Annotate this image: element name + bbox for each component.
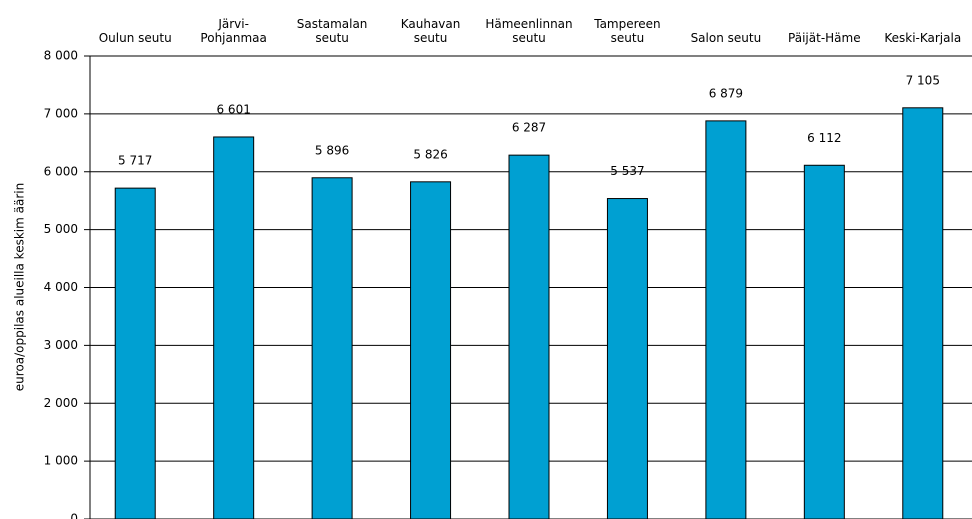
bar	[213, 136, 255, 519]
y-axis-label: euroa/oppilas alueilla keskim äärin	[13, 183, 27, 391]
bar	[705, 120, 747, 519]
value-label: 6 879	[709, 86, 743, 100]
category-label: Järvi- Pohjanmaa	[200, 17, 267, 45]
category-label: Sastamalan seutu	[296, 17, 368, 45]
category-label: Päijät-Häme	[788, 31, 861, 45]
value-label: 5 896	[315, 143, 349, 157]
category-label: Tampereen seutu	[594, 17, 661, 45]
value-label: 5 537	[610, 164, 644, 178]
y-tick-label: 7 000	[44, 106, 78, 120]
y-tick-label: 4 000	[44, 280, 78, 294]
bar	[508, 154, 550, 519]
category-label: Oulun seutu	[98, 31, 172, 45]
value-label: 5 826	[413, 147, 447, 161]
bar	[311, 177, 353, 519]
category-label: Salon seutu	[690, 31, 762, 45]
y-tick-label: 2 000	[44, 396, 78, 410]
bar	[803, 164, 845, 519]
y-tick-label: 8 000	[44, 49, 78, 63]
y-tick-label: 5 000	[44, 222, 78, 236]
y-tick-label: 3 000	[44, 338, 78, 352]
bar	[902, 107, 944, 519]
value-label: 6 287	[512, 121, 546, 135]
y-tick-label: 0	[70, 512, 78, 519]
bar	[410, 181, 452, 519]
y-tick-label: 6 000	[44, 164, 78, 178]
category-label: Kauhavan seutu	[400, 17, 461, 45]
value-label: 6 112	[807, 131, 841, 145]
category-label: Keski-Karjala	[884, 31, 962, 45]
value-label: 7 105	[906, 73, 940, 87]
value-label: 6 601	[216, 102, 250, 116]
bar	[114, 187, 156, 519]
category-label: Hämeenlinnan seutu	[485, 17, 573, 45]
value-label: 5 717	[118, 154, 152, 168]
bar	[606, 198, 648, 519]
y-tick-label: 1 000	[44, 454, 78, 468]
